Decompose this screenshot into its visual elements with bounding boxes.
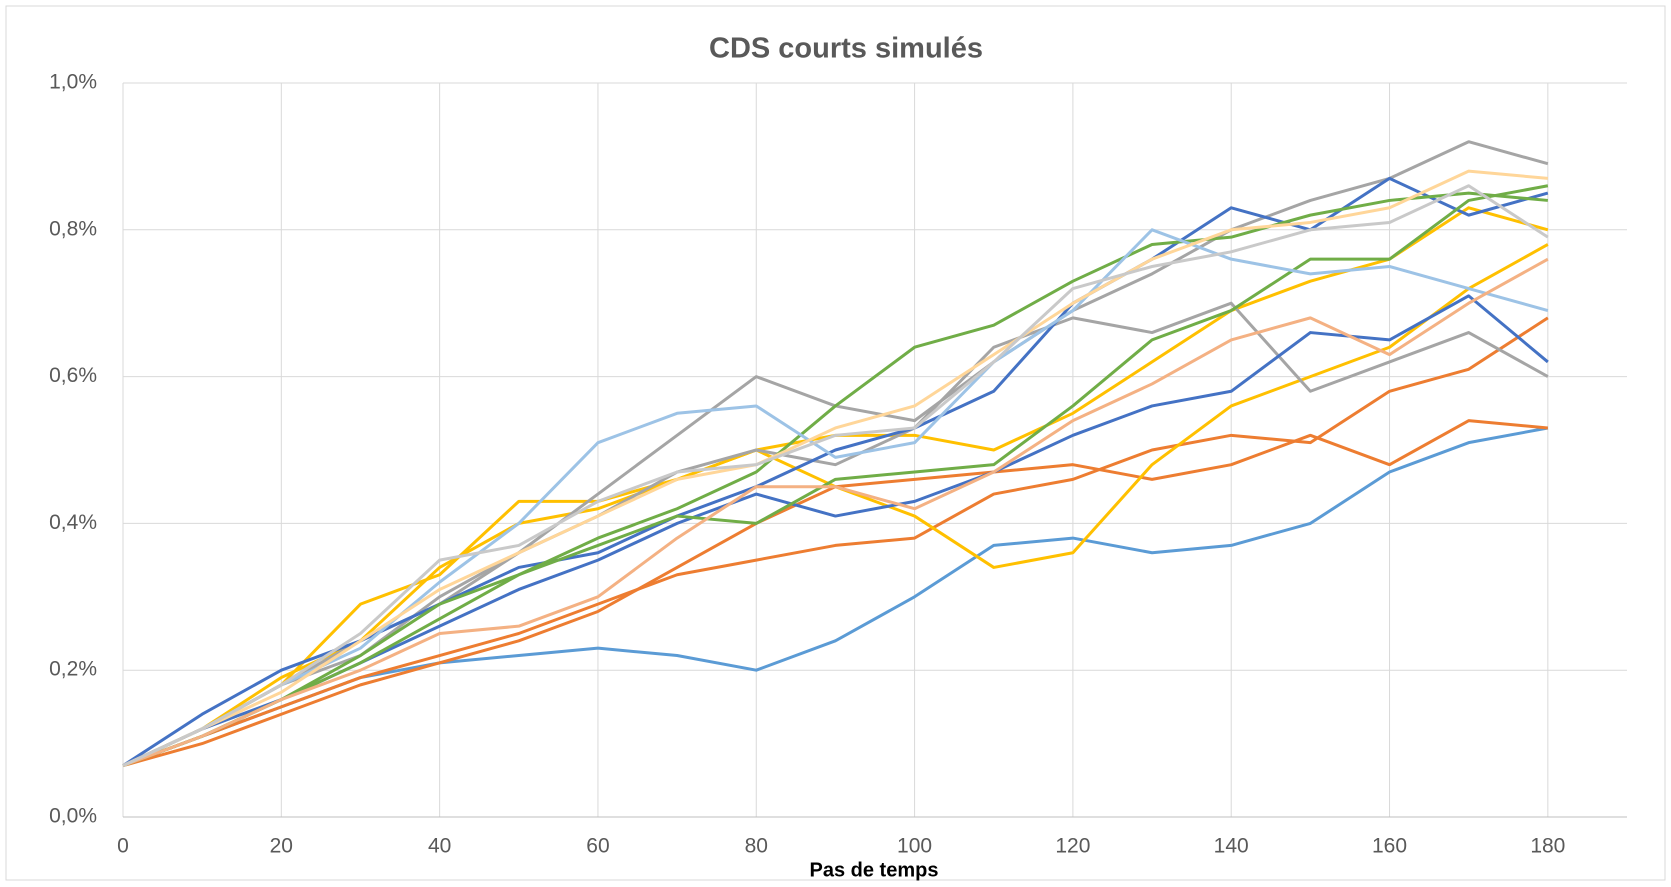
x-tick-label: 120 xyxy=(1055,835,1090,858)
series-line xyxy=(122,184,1549,768)
x-axis-title: Pas de temps xyxy=(810,859,939,881)
y-tick-label: 0,4% xyxy=(49,511,97,534)
series-line xyxy=(122,184,1549,767)
series-line xyxy=(122,257,1549,768)
x-tick-label: 40 xyxy=(428,835,451,858)
y-tick-label: 0,8% xyxy=(49,217,97,240)
chart-frame xyxy=(5,5,1666,881)
series-line xyxy=(122,316,1549,768)
y-tick-label: 1,0% xyxy=(49,71,97,94)
x-tick-label: 60 xyxy=(586,835,609,858)
x-tick-label: 0 xyxy=(117,835,129,858)
x-tick-label: 80 xyxy=(745,835,768,858)
y-tick-label: 0,0% xyxy=(49,805,97,828)
series-line xyxy=(122,228,1549,767)
y-tick-label: 0,2% xyxy=(49,658,97,681)
x-tick-label: 100 xyxy=(897,835,932,858)
x-tick-label: 20 xyxy=(270,835,293,858)
series-line xyxy=(122,169,1548,767)
x-tick-label: 180 xyxy=(1530,835,1565,858)
x-tick-label: 140 xyxy=(1214,835,1249,858)
y-tick-label: 0,6% xyxy=(49,364,97,387)
series-line xyxy=(122,191,1548,768)
chart-title: CDS courts simulés xyxy=(709,33,983,65)
x-tick-label: 160 xyxy=(1372,835,1407,858)
